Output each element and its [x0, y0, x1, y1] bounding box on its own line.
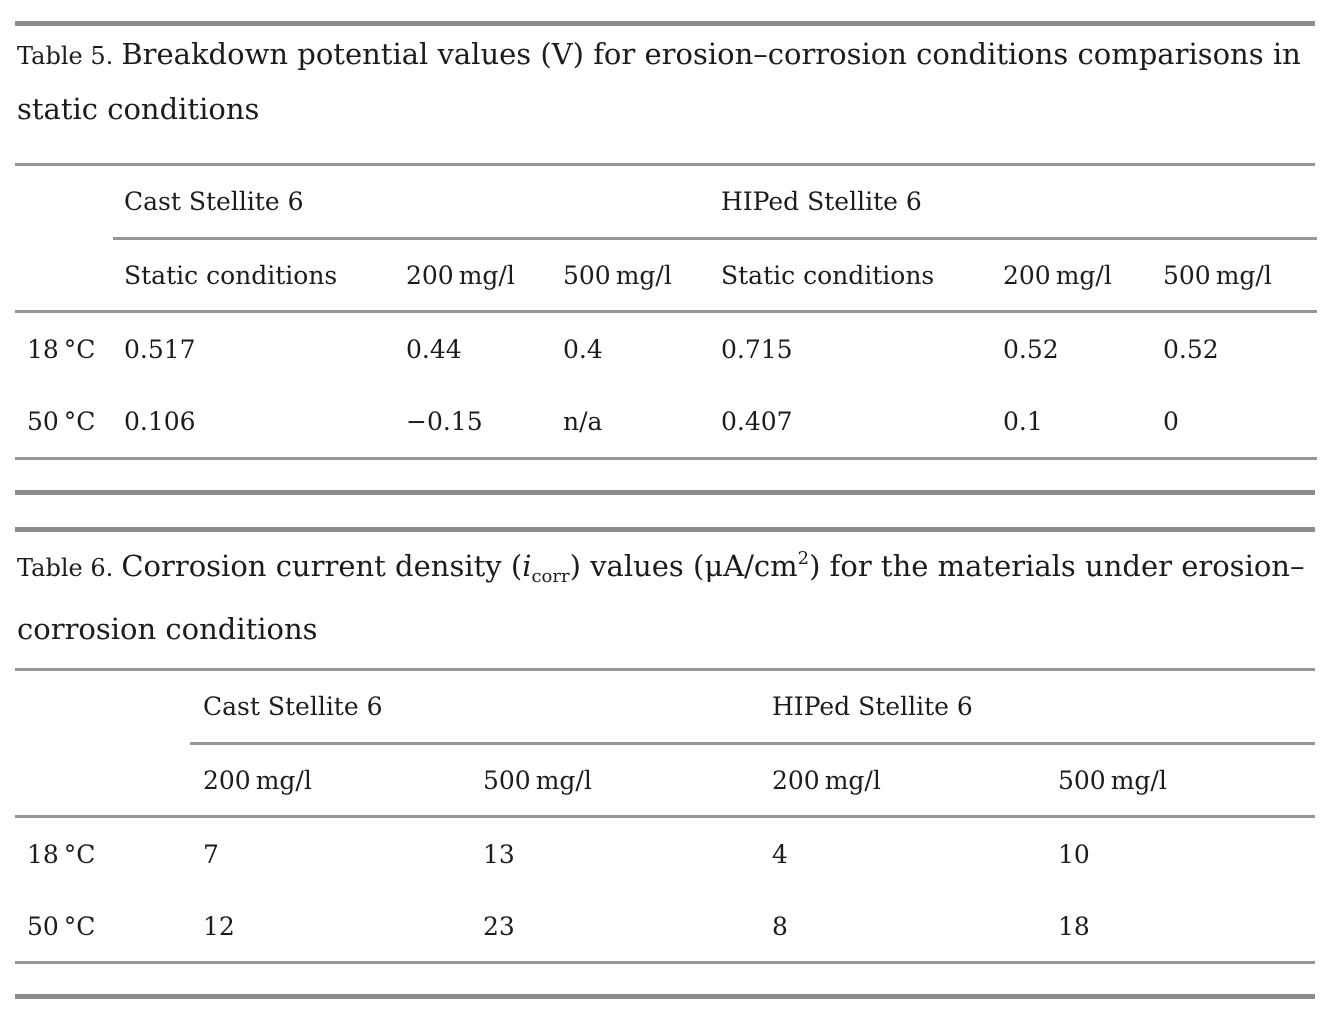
table5-subheader-200-hiped: 200 mg/l [992, 240, 1152, 313]
table5-cell: 0 [1152, 386, 1317, 460]
table6-caption-icorr-var: i [522, 549, 532, 583]
table5-corner-cell [15, 166, 113, 240]
table6-subheader-500-cast: 500 mg/l [470, 745, 759, 818]
table5-cell: 0.52 [1163, 335, 1219, 364]
top-margin [15, 0, 1315, 21]
table6-subheader-spacer [15, 745, 190, 818]
table6-bottom-gap [15, 964, 1315, 994]
table6-caption-cm2-sup: 2 [797, 548, 810, 569]
table5-cell: −0.15 [395, 386, 552, 460]
table6-cell: 23 [470, 891, 759, 964]
table6-subheader-200-cast: 200 mg/l [190, 745, 470, 818]
table5-subheader-500-cast: 500 mg/l [552, 240, 710, 313]
table5-cell: 0.4 [563, 335, 603, 364]
table5-caption-line1: Table 5. Breakdown potential values (V) f… [17, 28, 1315, 83]
table5-cell: 0.52 [1003, 335, 1059, 364]
table5-top-thick-rule [15, 21, 1315, 26]
table6-cell: 7 [203, 840, 219, 869]
table6: Cast Stellite 6 HIPed Stellite 6 200 mg/… [15, 668, 1315, 964]
table5: Cast Stellite 6 HIPed Stellite 6 Static … [15, 163, 1317, 460]
table6-corner-cell [15, 671, 190, 745]
table5-caption-label: Table 5. [17, 42, 114, 70]
table5-row-label-18c: 18 °C [27, 335, 96, 364]
table5-cell: 0.407 [710, 386, 992, 460]
table6-cell: 12 [190, 891, 470, 964]
table5-cell: 0.1 [992, 386, 1152, 460]
table6-subheader-500-hiped: 500 mg/l [1045, 745, 1315, 818]
table6-cell: 4 [772, 840, 788, 869]
table6-row-label-50c: 50 °C [15, 891, 190, 964]
table5-caption-line2: static conditions [17, 92, 260, 126]
table5-subheader-spacer [15, 240, 113, 313]
table6-group-header-cast: Cast Stellite 6 [190, 671, 759, 745]
table6-top-thick-rule [15, 527, 1315, 532]
table6-caption-label: Table 6. [17, 554, 114, 582]
page-content: Table 5. Breakdown potential values (V) f… [15, 0, 1317, 999]
table6-subheader-200-hiped: 200 mg/l [759, 745, 1045, 818]
table6-caption-icorr-sub: corr [531, 566, 570, 587]
table6-caption-seg2: ) values (μA/cm [569, 549, 798, 583]
table6-cell: 8 [759, 891, 1045, 964]
table5-caption-text: Breakdown potential values (V) for erosi… [121, 37, 1301, 71]
table5-cell: 0.517 [124, 335, 196, 364]
table5-caption: Table 5. Breakdown potential values (V) f… [15, 26, 1315, 163]
table6-row-label-18c: 18 °C [27, 840, 96, 869]
table6-caption-line1: Table 6. Corrosion current density (icorr… [17, 532, 1315, 603]
table5-cell: 0.44 [406, 335, 462, 364]
table6-cell: 18 [1045, 891, 1315, 964]
between-tables-gap [15, 495, 1315, 527]
table5-bottom-gap [15, 460, 1315, 490]
table6-caption-line2: corrosion conditions [17, 612, 318, 646]
table6-bottom-thick-rule [15, 994, 1315, 999]
table5-cell: 0.715 [721, 335, 793, 364]
table5-subheader-static-hiped: Static conditions [710, 240, 992, 313]
table6-cell: 10 [1058, 840, 1090, 869]
table5-subheader-static-cast: Static conditions [113, 240, 395, 313]
table6-caption: Table 6. Corrosion current density (icorr… [15, 532, 1315, 668]
table5-bottom-thick-rule [15, 490, 1315, 495]
table6-caption-seg3: ) for the materials under erosion– [809, 549, 1305, 583]
table5-subheader-500-hiped: 500 mg/l [1152, 240, 1317, 313]
table5-cell: 0.106 [113, 386, 395, 460]
table6-group-header-hiped: HIPed Stellite 6 [759, 671, 1315, 745]
table5-subheader-200-cast: 200 mg/l [395, 240, 552, 313]
table6-cell: 13 [483, 840, 515, 869]
table5-group-header-hiped: HIPed Stellite 6 [710, 166, 1317, 240]
table6-caption-seg1: Corrosion current density ( [121, 549, 523, 583]
table5-cell: n/a [552, 386, 710, 460]
table5-row-label-50c: 50 °C [15, 386, 113, 460]
table5-group-header-cast: Cast Stellite 6 [113, 166, 710, 240]
